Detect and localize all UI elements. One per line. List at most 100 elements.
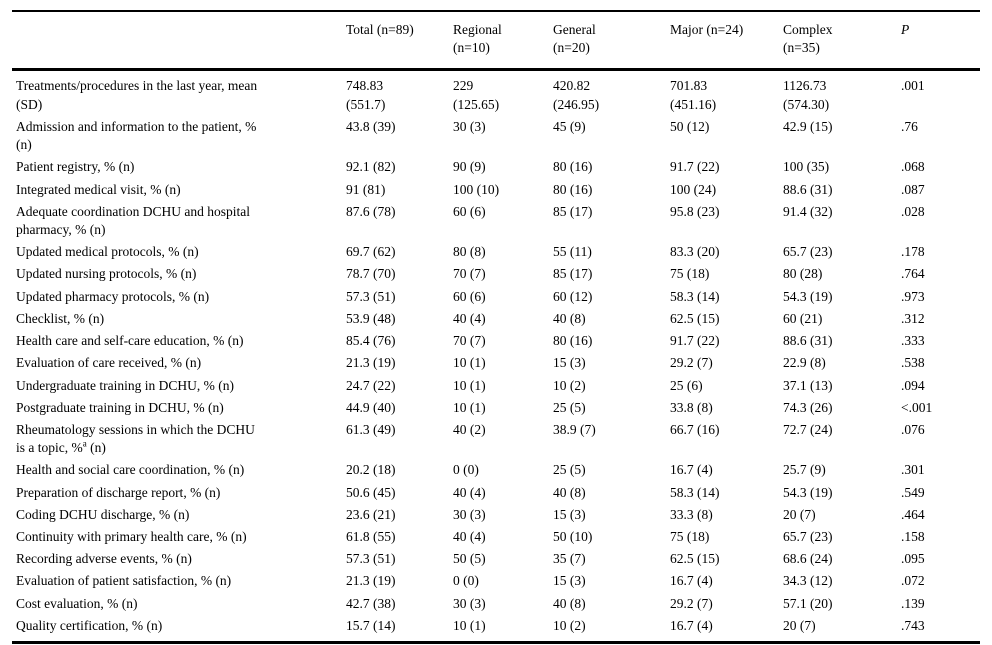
value-cell: 53.9 (48): [346, 310, 396, 326]
row-label-cell: Health care and self-care education, % (…: [16, 333, 244, 349]
value-cell: 50 (10): [553, 529, 593, 545]
value-cell: 88.6 (31): [783, 181, 833, 197]
value-cell: 25 (5): [553, 462, 586, 478]
column-header-row-label: [12, 11, 346, 70]
value-cell: 43.8 (39): [346, 118, 396, 134]
p-value-cell: .464: [901, 506, 925, 522]
value-cell: 80 (8): [453, 244, 486, 260]
value-cell: 21.3 (19): [346, 573, 396, 589]
row-label-cell: Integrated medical visit, % (n): [16, 181, 181, 197]
value-cell: 65.7 (23): [783, 529, 833, 545]
value-cell: 10 (2): [553, 617, 586, 633]
value-cell: 50 (5): [453, 551, 486, 567]
value-cell: 16.7 (4): [670, 617, 713, 633]
value-cell: 23.6 (21): [346, 506, 396, 522]
value-cell: 420.82 (246.95): [553, 78, 600, 112]
value-cell: 229 (125.65): [453, 78, 500, 112]
p-value-cell: .028: [901, 203, 925, 219]
table-header: Total (n=89) Regional (n=10) General (n=20) M…: [12, 11, 980, 70]
p-value-cell: .068: [901, 159, 925, 175]
value-cell: 40 (8): [553, 595, 586, 611]
value-cell: 65.7 (23): [783, 244, 833, 260]
p-value-cell: .095: [901, 551, 925, 567]
footnote-marker: a: [82, 438, 87, 449]
value-cell: 20 (7): [783, 506, 816, 522]
value-cell: 100 (24): [670, 181, 717, 197]
value-cell: 22.9 (8): [783, 355, 826, 371]
p-value-cell: .094: [901, 377, 925, 393]
table-row: Adequate coordination DCHU and hospital p…: [12, 201, 980, 241]
p-value-cell: .001: [901, 78, 925, 94]
value-cell: 62.5 (15): [670, 551, 720, 567]
value-cell: 33.8 (8): [670, 399, 713, 415]
value-cell: 55 (11): [553, 244, 592, 260]
value-cell: 701.83 (451.16): [670, 78, 717, 112]
table-row: Continuity with primary health care, % (…: [12, 526, 980, 548]
p-value-cell: .312: [901, 310, 925, 326]
table-row: Undergraduate training in DCHU, % (n) 24.…: [12, 375, 980, 397]
value-cell: 10 (1): [453, 355, 486, 371]
row-label-cell: Patient registry, % (n): [16, 159, 135, 175]
value-cell: 20 (7): [783, 617, 816, 633]
p-value-cell: .301: [901, 462, 925, 478]
row-label-cell: Updated nursing protocols, % (n): [16, 266, 197, 282]
value-cell: 80 (16): [553, 159, 593, 175]
p-value-cell: .764: [901, 266, 925, 282]
value-cell: 87.6 (78): [346, 203, 396, 219]
value-cell: 85 (17): [553, 203, 593, 219]
value-cell: 58.3 (14): [670, 288, 720, 304]
value-cell: 50 (12): [670, 118, 710, 134]
value-cell: 15 (3): [553, 355, 586, 371]
row-label-cell: Adequate coordination DCHU and hospital p…: [16, 203, 250, 237]
row-label-cell: Rheumatology sessions in which the DCHU i…: [16, 421, 255, 456]
table-row: Evaluation of patient satisfaction, % (n…: [12, 570, 980, 592]
column-header-p: P: [901, 22, 910, 37]
value-cell: 85.4 (76): [346, 333, 396, 349]
value-cell: 74.3 (26): [783, 399, 833, 415]
value-cell: 60 (6): [453, 203, 486, 219]
value-cell: 10 (1): [453, 617, 486, 633]
table-row: Preparation of discharge report, % (n) 50…: [12, 482, 980, 504]
value-cell: 90 (9): [453, 159, 486, 175]
value-cell: 100 (35): [783, 159, 830, 175]
value-cell: 80 (16): [553, 181, 593, 197]
p-value-cell: .087: [901, 181, 925, 197]
value-cell: 10 (1): [453, 377, 486, 393]
table-row: Health care and self-care education, % (…: [12, 330, 980, 352]
p-value-cell: .178: [901, 244, 925, 260]
value-cell: 40 (8): [553, 310, 586, 326]
value-cell: 54.3 (19): [783, 288, 833, 304]
value-cell: 75 (18): [670, 266, 710, 282]
value-cell: 100 (10): [453, 181, 500, 197]
row-label-cell: Coding DCHU discharge, % (n): [16, 506, 190, 522]
value-cell: 15 (3): [553, 506, 586, 522]
value-cell: 60 (6): [453, 288, 486, 304]
value-cell: 95.8 (23): [670, 203, 720, 219]
row-label-cell: Recording adverse events, % (n): [16, 551, 192, 567]
table-row: Cost evaluation, % (n) 42.7 (38) 30 (3) 40 …: [12, 593, 980, 615]
p-value-cell: .538: [901, 355, 925, 371]
value-cell: 34.3 (12): [783, 573, 833, 589]
value-cell: 16.7 (4): [670, 573, 713, 589]
value-cell: 61.8 (55): [346, 529, 396, 545]
value-cell: 10 (1): [453, 399, 486, 415]
value-cell: 30 (3): [453, 118, 486, 134]
table-row: Postgraduate training in DCHU, % (n) 44.9…: [12, 397, 980, 419]
p-value-cell: .549: [901, 484, 925, 500]
row-label-cell: Continuity with primary health care, % (…: [16, 529, 247, 545]
table-body: Treatments/procedures in the last year, …: [12, 70, 980, 643]
value-cell: 40 (8): [553, 484, 586, 500]
value-cell: 44.9 (40): [346, 399, 396, 415]
value-cell: 40 (4): [453, 529, 486, 545]
table-row: Updated pharmacy protocols, % (n) 57.3 (5…: [12, 286, 980, 308]
column-header-complex: Complex (n=35): [783, 22, 833, 56]
value-cell: 91.7 (22): [670, 159, 720, 175]
value-cell: 45 (9): [553, 118, 586, 134]
p-value-cell: <.001: [901, 399, 933, 415]
value-cell: 1126.73 (574.30): [783, 78, 830, 112]
p-value-cell: .158: [901, 529, 925, 545]
header-row: Total (n=89) Regional (n=10) General (n=20) M…: [12, 11, 980, 70]
value-cell: 33.3 (8): [670, 506, 713, 522]
p-value-cell: .076: [901, 421, 925, 437]
row-label-cell: Evaluation of patient satisfaction, % (n…: [16, 573, 232, 589]
